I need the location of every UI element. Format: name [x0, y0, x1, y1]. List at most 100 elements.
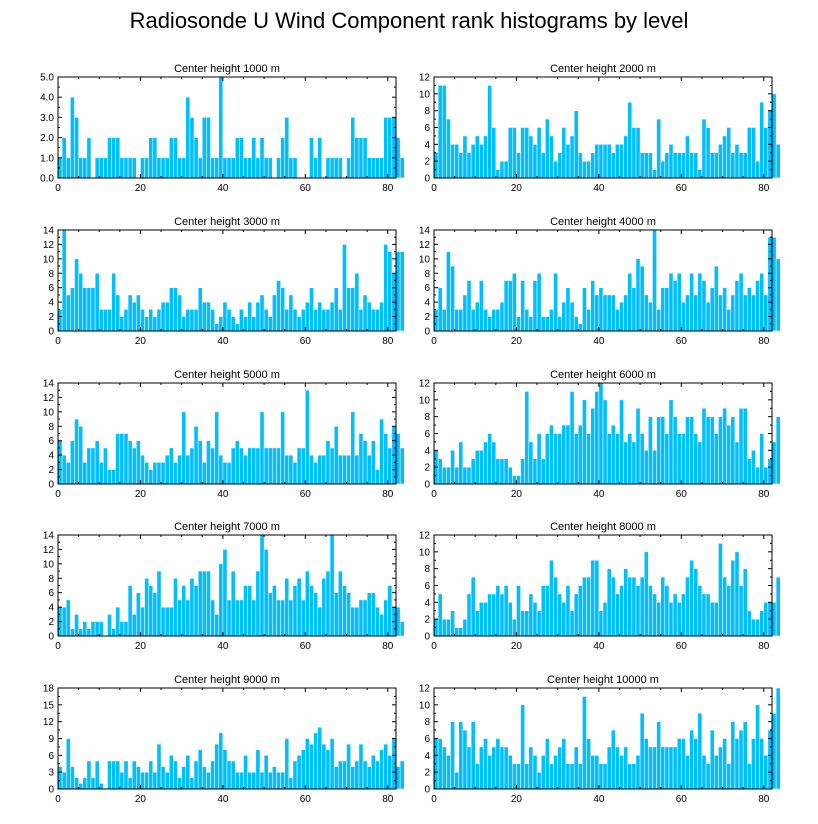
histogram-bar: [656, 721, 661, 790]
y-tick-label: 10: [419, 395, 431, 406]
histogram-bar: [321, 578, 327, 637]
histogram-bar: [169, 447, 174, 485]
histogram-bar: [218, 454, 224, 485]
histogram-bar: [623, 135, 628, 179]
histogram-bar: [569, 763, 575, 790]
histogram-bar: [623, 294, 628, 332]
histogram-bar: [82, 157, 88, 179]
histogram-bar: [234, 440, 240, 485]
histogram-bar: [693, 568, 699, 637]
histogram-bar: [507, 127, 513, 179]
histogram-bar: [119, 316, 125, 332]
histogram-bar: [734, 280, 740, 332]
histogram-bar: [520, 458, 525, 485]
x-tick-label: 40: [593, 489, 605, 500]
histogram-bar: [272, 766, 277, 790]
y-tick-label: 6: [48, 588, 54, 599]
histogram-bar: [631, 576, 637, 637]
histogram-bar: [528, 316, 534, 332]
histogram-bar: [433, 309, 439, 332]
histogram-bar: [470, 721, 476, 790]
histogram-bar: [107, 137, 112, 179]
histogram-bar: [193, 426, 199, 485]
histogram-bar: [454, 309, 459, 332]
y-tick-label: 12: [419, 240, 431, 251]
histogram-bar: [197, 157, 203, 179]
histogram-bar: [454, 627, 459, 637]
histogram-bar: [586, 738, 591, 790]
histogram-bar: [61, 606, 67, 637]
histogram-bar: [395, 137, 401, 179]
histogram-bar: [619, 301, 624, 332]
histogram-bar: [578, 424, 583, 485]
histogram-bar: [103, 309, 108, 332]
histogram-bar: [111, 273, 116, 332]
histogram-bar: [483, 602, 488, 637]
histogram-bar: [705, 416, 711, 485]
histogram-bar: [276, 280, 281, 332]
y-tick-label: 0: [424, 174, 430, 185]
histogram-bar: [499, 301, 505, 332]
y-tick-label: 8: [424, 564, 430, 575]
histogram-bar: [722, 287, 727, 332]
histogram-bar: [470, 309, 476, 332]
histogram-bar: [619, 144, 624, 179]
histogram-bar: [325, 749, 331, 790]
histogram-bar: [697, 441, 703, 485]
histogram-bar: [272, 447, 277, 485]
histogram-bar: [738, 408, 744, 485]
histogram-bar: [358, 743, 364, 790]
histogram-bar: [317, 301, 323, 332]
histogram-bar: [222, 549, 228, 637]
histogram-bar: [689, 729, 694, 790]
histogram-bar: [718, 294, 723, 332]
histogram-bar: [82, 462, 88, 485]
histogram-bar: [218, 76, 224, 179]
histogram-bar: [366, 157, 372, 179]
x-tick-label: 60: [300, 641, 312, 652]
histogram-bar: [441, 85, 447, 179]
y-tick-label: 2: [48, 617, 54, 628]
y-tick-label: 6: [424, 283, 430, 294]
histogram-bar: [346, 287, 351, 332]
histogram-bar: [441, 309, 447, 332]
x-tick-label: 40: [593, 641, 605, 652]
histogram-bar: [82, 287, 88, 332]
histogram-bar: [458, 721, 464, 790]
histogram-bar: [503, 458, 509, 485]
histogram-bar: [610, 729, 616, 790]
histogram-bar: [247, 585, 252, 637]
histogram-bar: [284, 578, 290, 637]
histogram-bar: [160, 462, 166, 485]
histogram-bar: [313, 309, 318, 332]
histogram-bar: [635, 755, 641, 790]
histogram-bar: [362, 760, 368, 790]
histogram-bar: [652, 229, 657, 332]
histogram-bar: [284, 309, 290, 332]
histogram-bar: [598, 763, 604, 790]
histogram-bar: [681, 301, 686, 332]
histogram-bar: [362, 137, 368, 179]
histogram-bar: [214, 743, 220, 790]
histogram-bar: [181, 585, 187, 637]
histogram-bar: [573, 433, 579, 485]
histogram-bar: [296, 755, 302, 790]
histogram-bar: [288, 454, 294, 485]
histogram-bar: [255, 570, 261, 637]
x-tick-label: 0: [55, 183, 61, 194]
x-tick-label: 80: [758, 336, 770, 347]
histogram-bar: [144, 578, 149, 637]
histogram-bar: [590, 152, 596, 179]
histogram-bar: [643, 152, 649, 179]
histogram-bar: [709, 152, 715, 179]
histogram-bar: [578, 152, 583, 179]
histogram-bar: [160, 606, 166, 637]
histogram-bar: [189, 578, 195, 637]
histogram-bar: [602, 763, 608, 790]
histogram-bar: [590, 408, 596, 485]
histogram-bar: [338, 570, 343, 637]
histogram-bar: [676, 152, 682, 179]
histogram-bar: [296, 578, 302, 637]
histogram-bar: [65, 294, 71, 332]
histogram-bar: [379, 749, 384, 790]
